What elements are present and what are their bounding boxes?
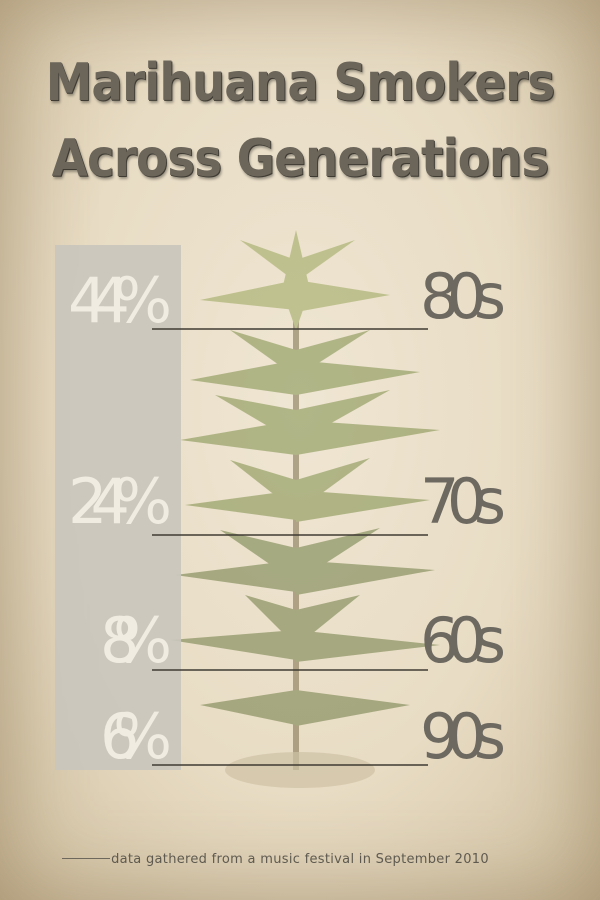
generation-label: 60s	[420, 604, 506, 677]
percent-label: 6%	[100, 700, 172, 773]
footnote-rule	[62, 858, 110, 859]
percent-label: 24%	[68, 465, 172, 538]
footnote: data gathered from a music festival in S…	[111, 852, 489, 867]
bar-group	[55, 245, 181, 770]
label-group: 44% 80s 24% 70s 8% 60s 6% 90s	[68, 260, 506, 773]
percent-label: 44%	[68, 264, 172, 337]
bar-44	[55, 245, 181, 770]
title-line-1: Marihuana Smokers	[45, 53, 555, 113]
divider-group	[152, 328, 428, 766]
generation-label: 70s	[420, 465, 506, 538]
title-line-2: Across Generations	[51, 129, 550, 189]
generation-label: 80s	[420, 260, 506, 333]
percent-label: 8%	[100, 604, 172, 677]
generation-label: 90s	[420, 700, 506, 773]
cannabis-plant-icon	[170, 230, 440, 788]
